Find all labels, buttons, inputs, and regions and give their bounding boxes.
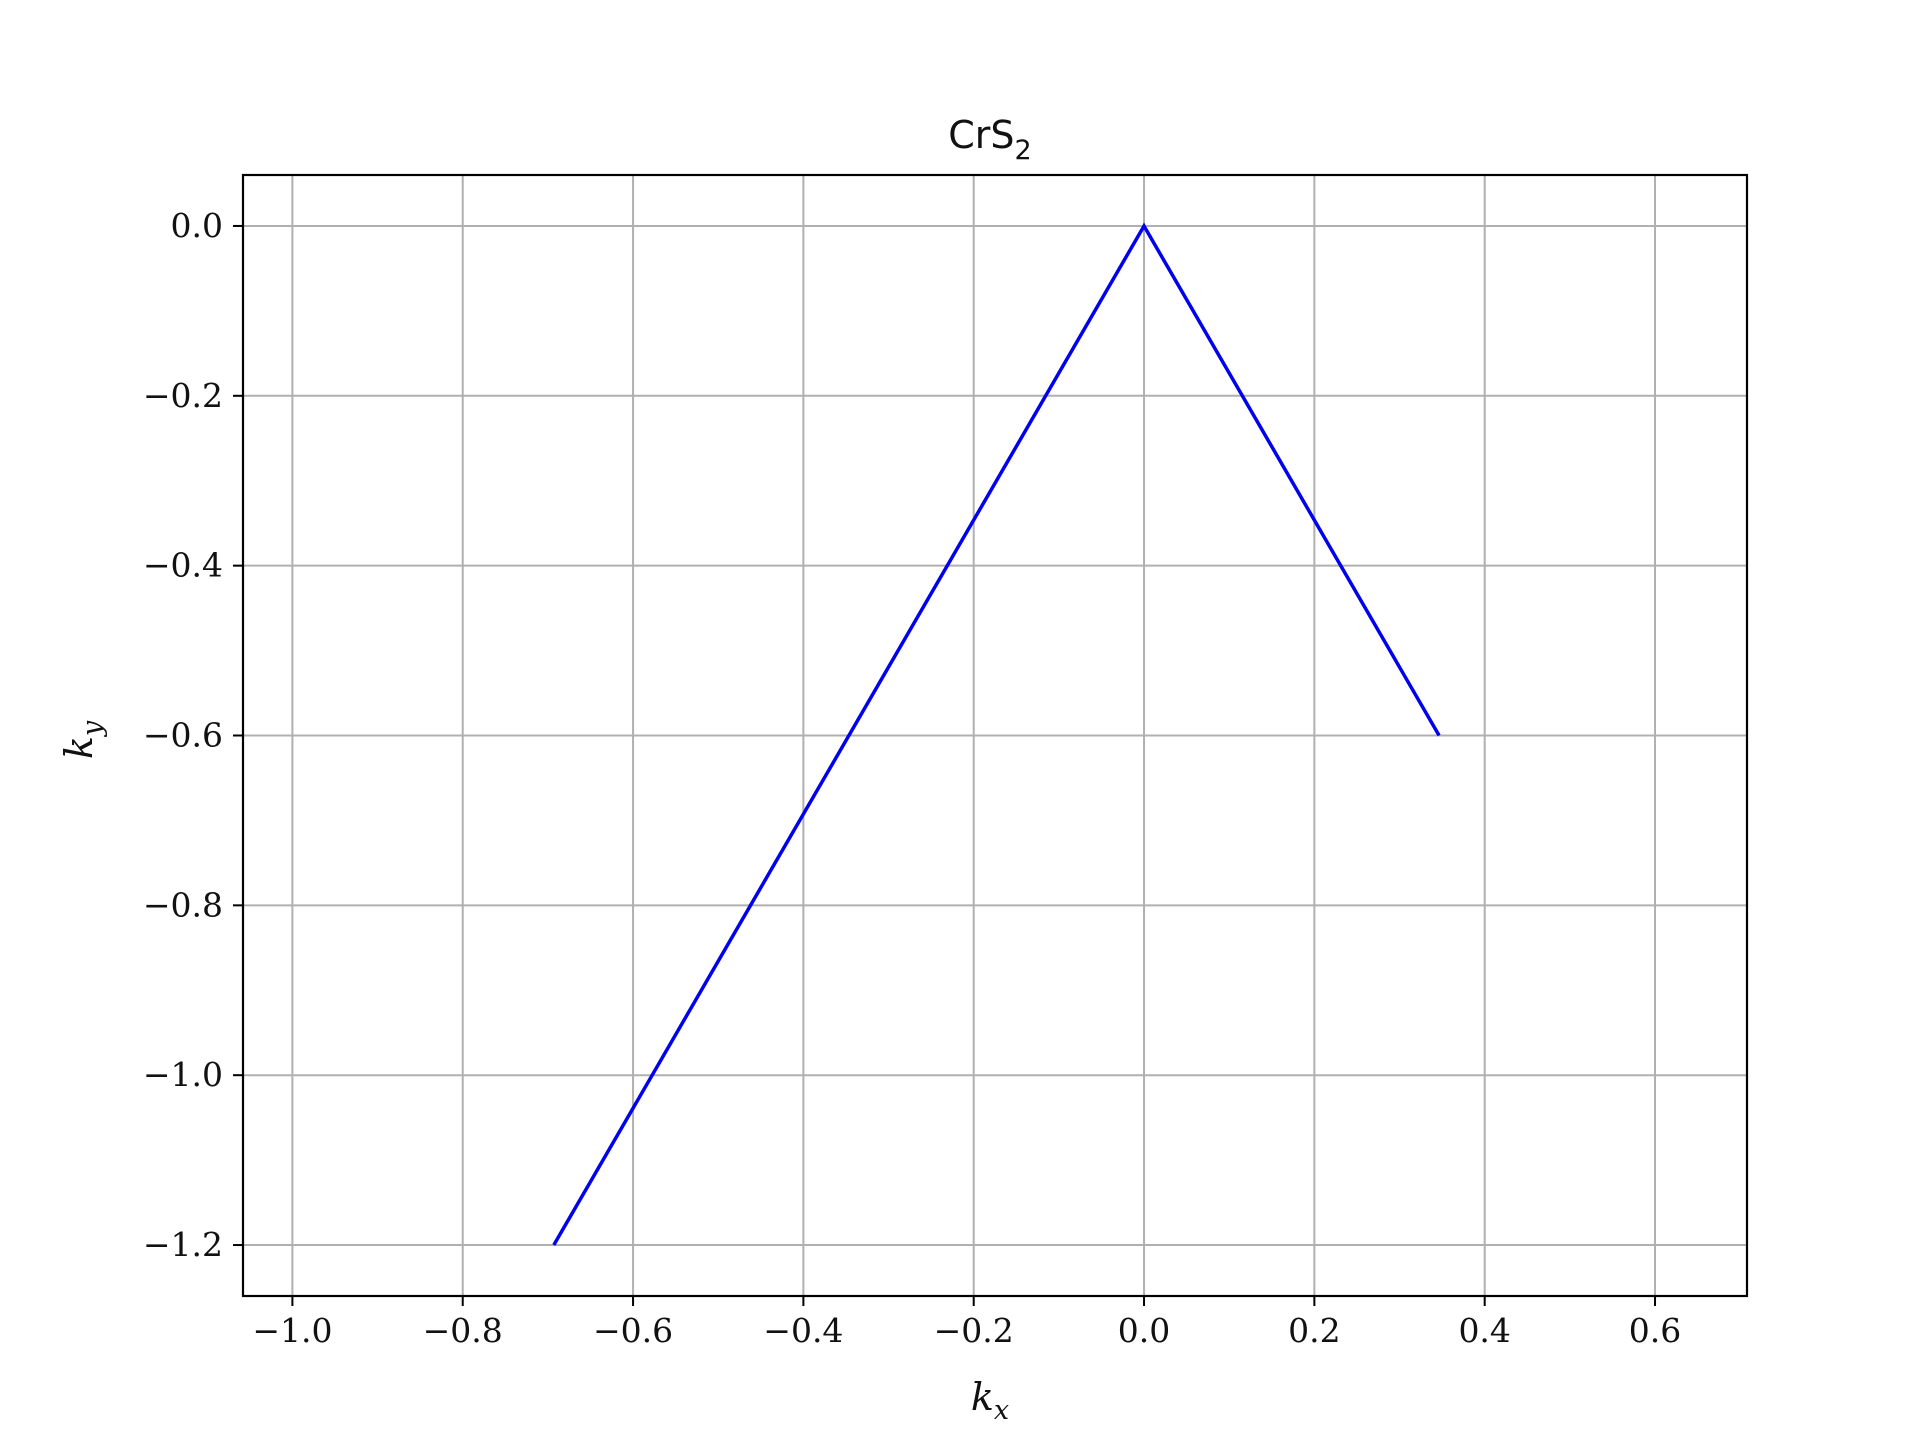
x-tick-label: 0.6 xyxy=(1629,1311,1681,1350)
ticks: −1.0 −0.8 −0.6 −0.4 −0.2 0.0 0.2 0.4 0.6 0.0 −0.2 −… xyxy=(143,206,1681,1350)
y-tick-label: −1.2 xyxy=(143,1225,223,1264)
x-axis-label: kx xyxy=(971,1375,1009,1426)
series-line xyxy=(552,222,1441,1246)
x-tick-label: 0.0 xyxy=(1118,1311,1170,1350)
x-tick-label: −0.4 xyxy=(763,1311,843,1350)
x-tick-label: 0.2 xyxy=(1288,1311,1340,1350)
x-tick-label: −0.8 xyxy=(423,1311,503,1350)
y-axis-label: ky xyxy=(57,720,108,759)
y-tick-label: −1.0 xyxy=(143,1055,223,1094)
y-tick-label: −0.8 xyxy=(143,885,223,924)
y-tick-label: −0.2 xyxy=(143,376,223,415)
y-tick-label: −0.4 xyxy=(143,546,223,585)
y-tick-label: −0.6 xyxy=(143,716,223,755)
chart-title: CrS2 xyxy=(948,113,1031,166)
y-tick-label: 0.0 xyxy=(171,206,223,245)
grid xyxy=(243,175,1747,1296)
x-tick-label: −1.0 xyxy=(252,1311,332,1350)
series-layer xyxy=(552,222,1441,1246)
x-tick-label: 0.4 xyxy=(1458,1311,1510,1350)
x-tick-label: −0.6 xyxy=(593,1311,673,1350)
x-tick-label: −0.2 xyxy=(934,1311,1014,1350)
